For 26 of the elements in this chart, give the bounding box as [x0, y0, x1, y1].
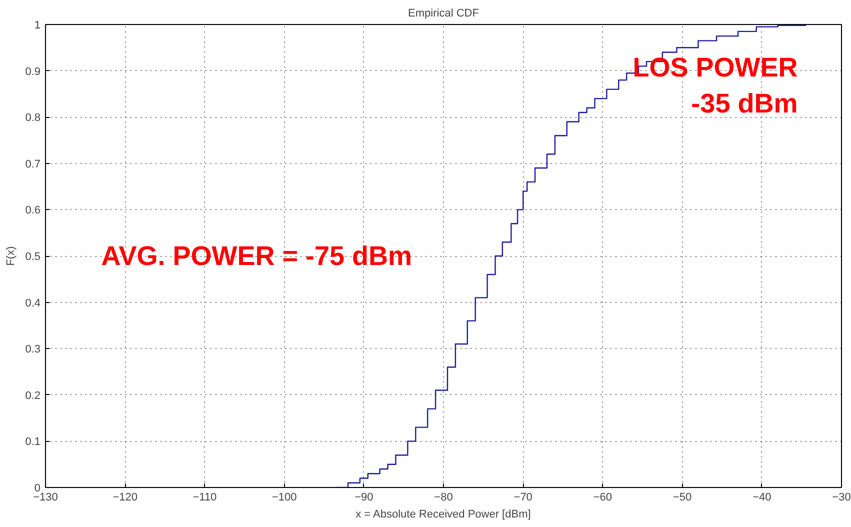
x-tick-label: −30	[832, 492, 851, 504]
y-tick-label: 0.2	[25, 390, 41, 402]
y-tick-label: 0.1	[25, 436, 41, 448]
y-tick-label: 0.8	[25, 112, 41, 124]
y-tick-label: 0.9	[25, 66, 41, 78]
x-tick-label: −50	[672, 492, 692, 504]
y-tick-label: 0.5	[25, 251, 41, 263]
x-tick-label: −90	[354, 492, 374, 504]
x-tick-label: −40	[752, 492, 772, 504]
x-tick-label: −100	[272, 492, 297, 504]
y-tick-label: 1	[34, 20, 41, 32]
y-tick-label: 0	[34, 482, 41, 494]
x-tick-label: −70	[514, 492, 532, 504]
x-tick-label: −120	[112, 492, 138, 504]
y-tick-label: 0.6	[25, 204, 41, 217]
annotation: AVG. POWER = -75 dBm	[101, 241, 412, 271]
y-axis-title: F(x)	[5, 246, 18, 266]
y-tick-label: 0.3	[25, 344, 41, 356]
x-tick-label: −110	[192, 492, 217, 504]
y-tick-label: 0.7	[25, 158, 41, 170]
x-axis-title: x = Absolute Received Power [dBm]	[356, 508, 531, 520]
x-tick-label: −60	[593, 492, 612, 504]
chart-title: Empirical CDF	[408, 8, 480, 20]
y-tick-label: 0.4	[25, 297, 41, 310]
x-tick-label: −80	[434, 492, 453, 504]
x-tick-label: −130	[33, 492, 58, 504]
